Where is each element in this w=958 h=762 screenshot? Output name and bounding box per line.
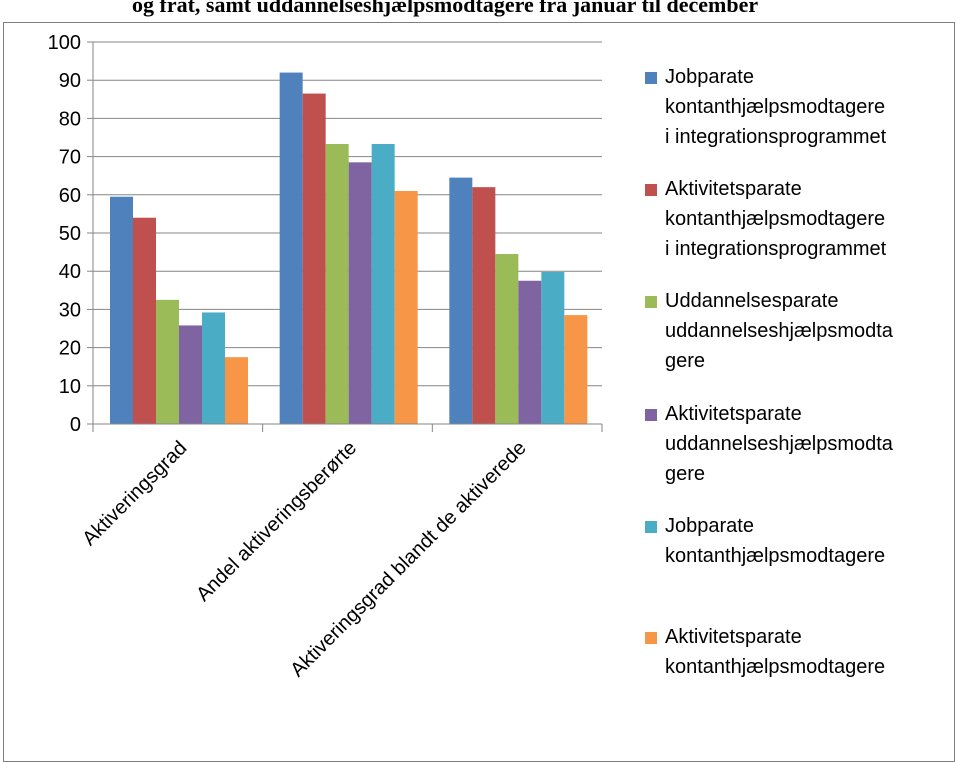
bar	[541, 271, 565, 424]
legend-swatch	[645, 521, 657, 533]
bar	[110, 196, 133, 424]
bar	[518, 280, 542, 424]
legend-label: Aktivitetsparate kontanthjælpsmodtagere …	[665, 178, 887, 260]
bar	[472, 187, 496, 424]
bar	[371, 143, 395, 424]
bar	[156, 299, 179, 424]
y-tick-label: 70	[59, 147, 81, 169]
bar	[495, 254, 519, 424]
bar	[564, 315, 588, 424]
y-axis: 0 10 20 30 40 50 60 70 80 90 100	[48, 32, 94, 436]
y-tick-label: 80	[59, 108, 81, 130]
bar	[202, 312, 225, 424]
legend-label: Aktivitetsparate uddannelseshjælpsmodta …	[665, 403, 893, 485]
bar	[325, 143, 349, 424]
cut-off-title: og frat, samt uddannelseshjælpsmodtagere…	[132, 0, 759, 17]
bar	[449, 177, 473, 424]
y-tick-label: 0	[70, 414, 81, 436]
legend-swatch	[645, 409, 657, 421]
y-tick-label: 50	[59, 223, 81, 245]
legend-label: Aktivitetsparate kontanthjælpsmodtagere	[665, 626, 886, 678]
y-tick-label: 40	[59, 261, 81, 283]
x-tick-label: Andel aktiveringsberørte	[192, 437, 361, 606]
x-tick-label: Aktiveringsgrad	[78, 437, 191, 550]
y-tick-label: 100	[48, 32, 81, 54]
legend-swatch	[645, 296, 657, 308]
bar	[279, 72, 303, 424]
bars	[110, 72, 588, 424]
legend-swatch	[645, 184, 657, 196]
bar	[133, 217, 156, 424]
x-axis-labels: Aktiveringsgrad Andel aktiveringsberørteA…	[78, 437, 530, 681]
bar	[302, 93, 326, 424]
legend-swatch	[645, 72, 657, 84]
legend-label: Jobparate kontanthjælpsmodtagere	[665, 515, 886, 567]
y-tick-label: 90	[59, 70, 81, 92]
bar	[225, 357, 248, 424]
legend-swatch	[645, 632, 657, 644]
bar	[394, 190, 418, 424]
y-tick-label: 30	[59, 299, 81, 321]
bar	[348, 162, 372, 424]
bar	[179, 325, 202, 424]
legend-label: Jobparate kontanthjælpsmodtagere i integ…	[665, 66, 887, 148]
y-tick-label: 20	[59, 338, 81, 360]
legend-label: Uddannelsesparate uddannelseshjælpsmodta…	[665, 290, 893, 372]
x-axis	[92, 423, 603, 432]
y-tick-label: 60	[59, 185, 81, 207]
y-tick-label: 10	[59, 376, 81, 398]
